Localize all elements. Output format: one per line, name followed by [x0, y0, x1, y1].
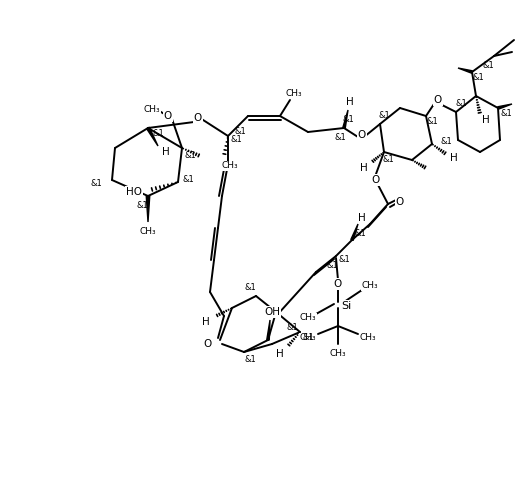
Text: &1: &1 [136, 202, 148, 211]
Text: H: H [202, 317, 210, 327]
Text: CH₃: CH₃ [329, 349, 346, 359]
Text: CH₃: CH₃ [144, 105, 161, 113]
Text: H: H [346, 97, 354, 107]
Text: H: H [360, 163, 368, 173]
Text: CH₃: CH₃ [360, 334, 376, 343]
Polygon shape [343, 110, 348, 128]
Polygon shape [147, 127, 158, 146]
Text: CH₃: CH₃ [286, 89, 303, 98]
Text: &1: &1 [244, 356, 256, 364]
Text: &1: &1 [455, 99, 467, 108]
Text: CH₃: CH₃ [362, 281, 379, 290]
Text: O: O [164, 111, 172, 121]
Text: &1: &1 [354, 229, 366, 239]
Text: &1: &1 [482, 61, 494, 71]
Text: &1: &1 [342, 116, 354, 124]
Polygon shape [351, 224, 358, 240]
Text: Si: Si [341, 301, 351, 311]
Text: &1: &1 [326, 262, 338, 271]
Text: &1: &1 [338, 255, 350, 264]
Text: O: O [204, 339, 212, 349]
Text: &1: &1 [182, 176, 194, 184]
Text: &1: &1 [440, 137, 452, 146]
Text: &1: &1 [244, 284, 256, 292]
Text: &1: &1 [500, 108, 512, 118]
Text: O: O [194, 113, 202, 123]
Polygon shape [458, 68, 473, 73]
Polygon shape [498, 104, 512, 109]
Polygon shape [146, 196, 150, 222]
Text: H: H [162, 147, 170, 157]
Text: OH: OH [264, 307, 280, 317]
Text: O: O [372, 175, 380, 185]
Text: &1: &1 [472, 73, 484, 83]
Text: &1: &1 [230, 135, 242, 144]
Text: O: O [434, 95, 442, 105]
Text: &1: &1 [152, 130, 164, 139]
Text: &1: &1 [90, 180, 102, 189]
Text: &1: &1 [382, 156, 394, 165]
Text: &1: &1 [184, 152, 196, 160]
Text: &1: &1 [334, 133, 346, 143]
Text: &1: &1 [426, 118, 438, 127]
Text: &1: &1 [302, 334, 314, 343]
Text: CH₃: CH₃ [140, 228, 156, 237]
Text: CH₃: CH₃ [300, 334, 316, 343]
Text: &1: &1 [234, 128, 246, 136]
Text: H: H [450, 153, 458, 163]
Polygon shape [267, 320, 270, 340]
Text: HO: HO [126, 187, 142, 197]
Text: O: O [334, 279, 342, 289]
Text: H: H [358, 213, 366, 223]
Text: O: O [396, 197, 404, 207]
Text: H: H [482, 115, 490, 125]
Text: CH₃: CH₃ [222, 161, 238, 170]
Text: &1: &1 [286, 324, 298, 333]
Text: &1: &1 [378, 111, 390, 120]
Text: H: H [276, 349, 284, 359]
Text: CH₃: CH₃ [300, 313, 316, 323]
Text: O: O [358, 130, 366, 140]
